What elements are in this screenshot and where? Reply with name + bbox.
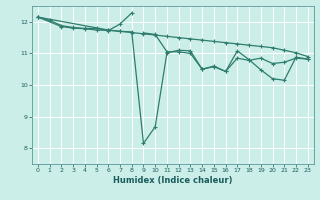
X-axis label: Humidex (Indice chaleur): Humidex (Indice chaleur) [113,176,233,185]
